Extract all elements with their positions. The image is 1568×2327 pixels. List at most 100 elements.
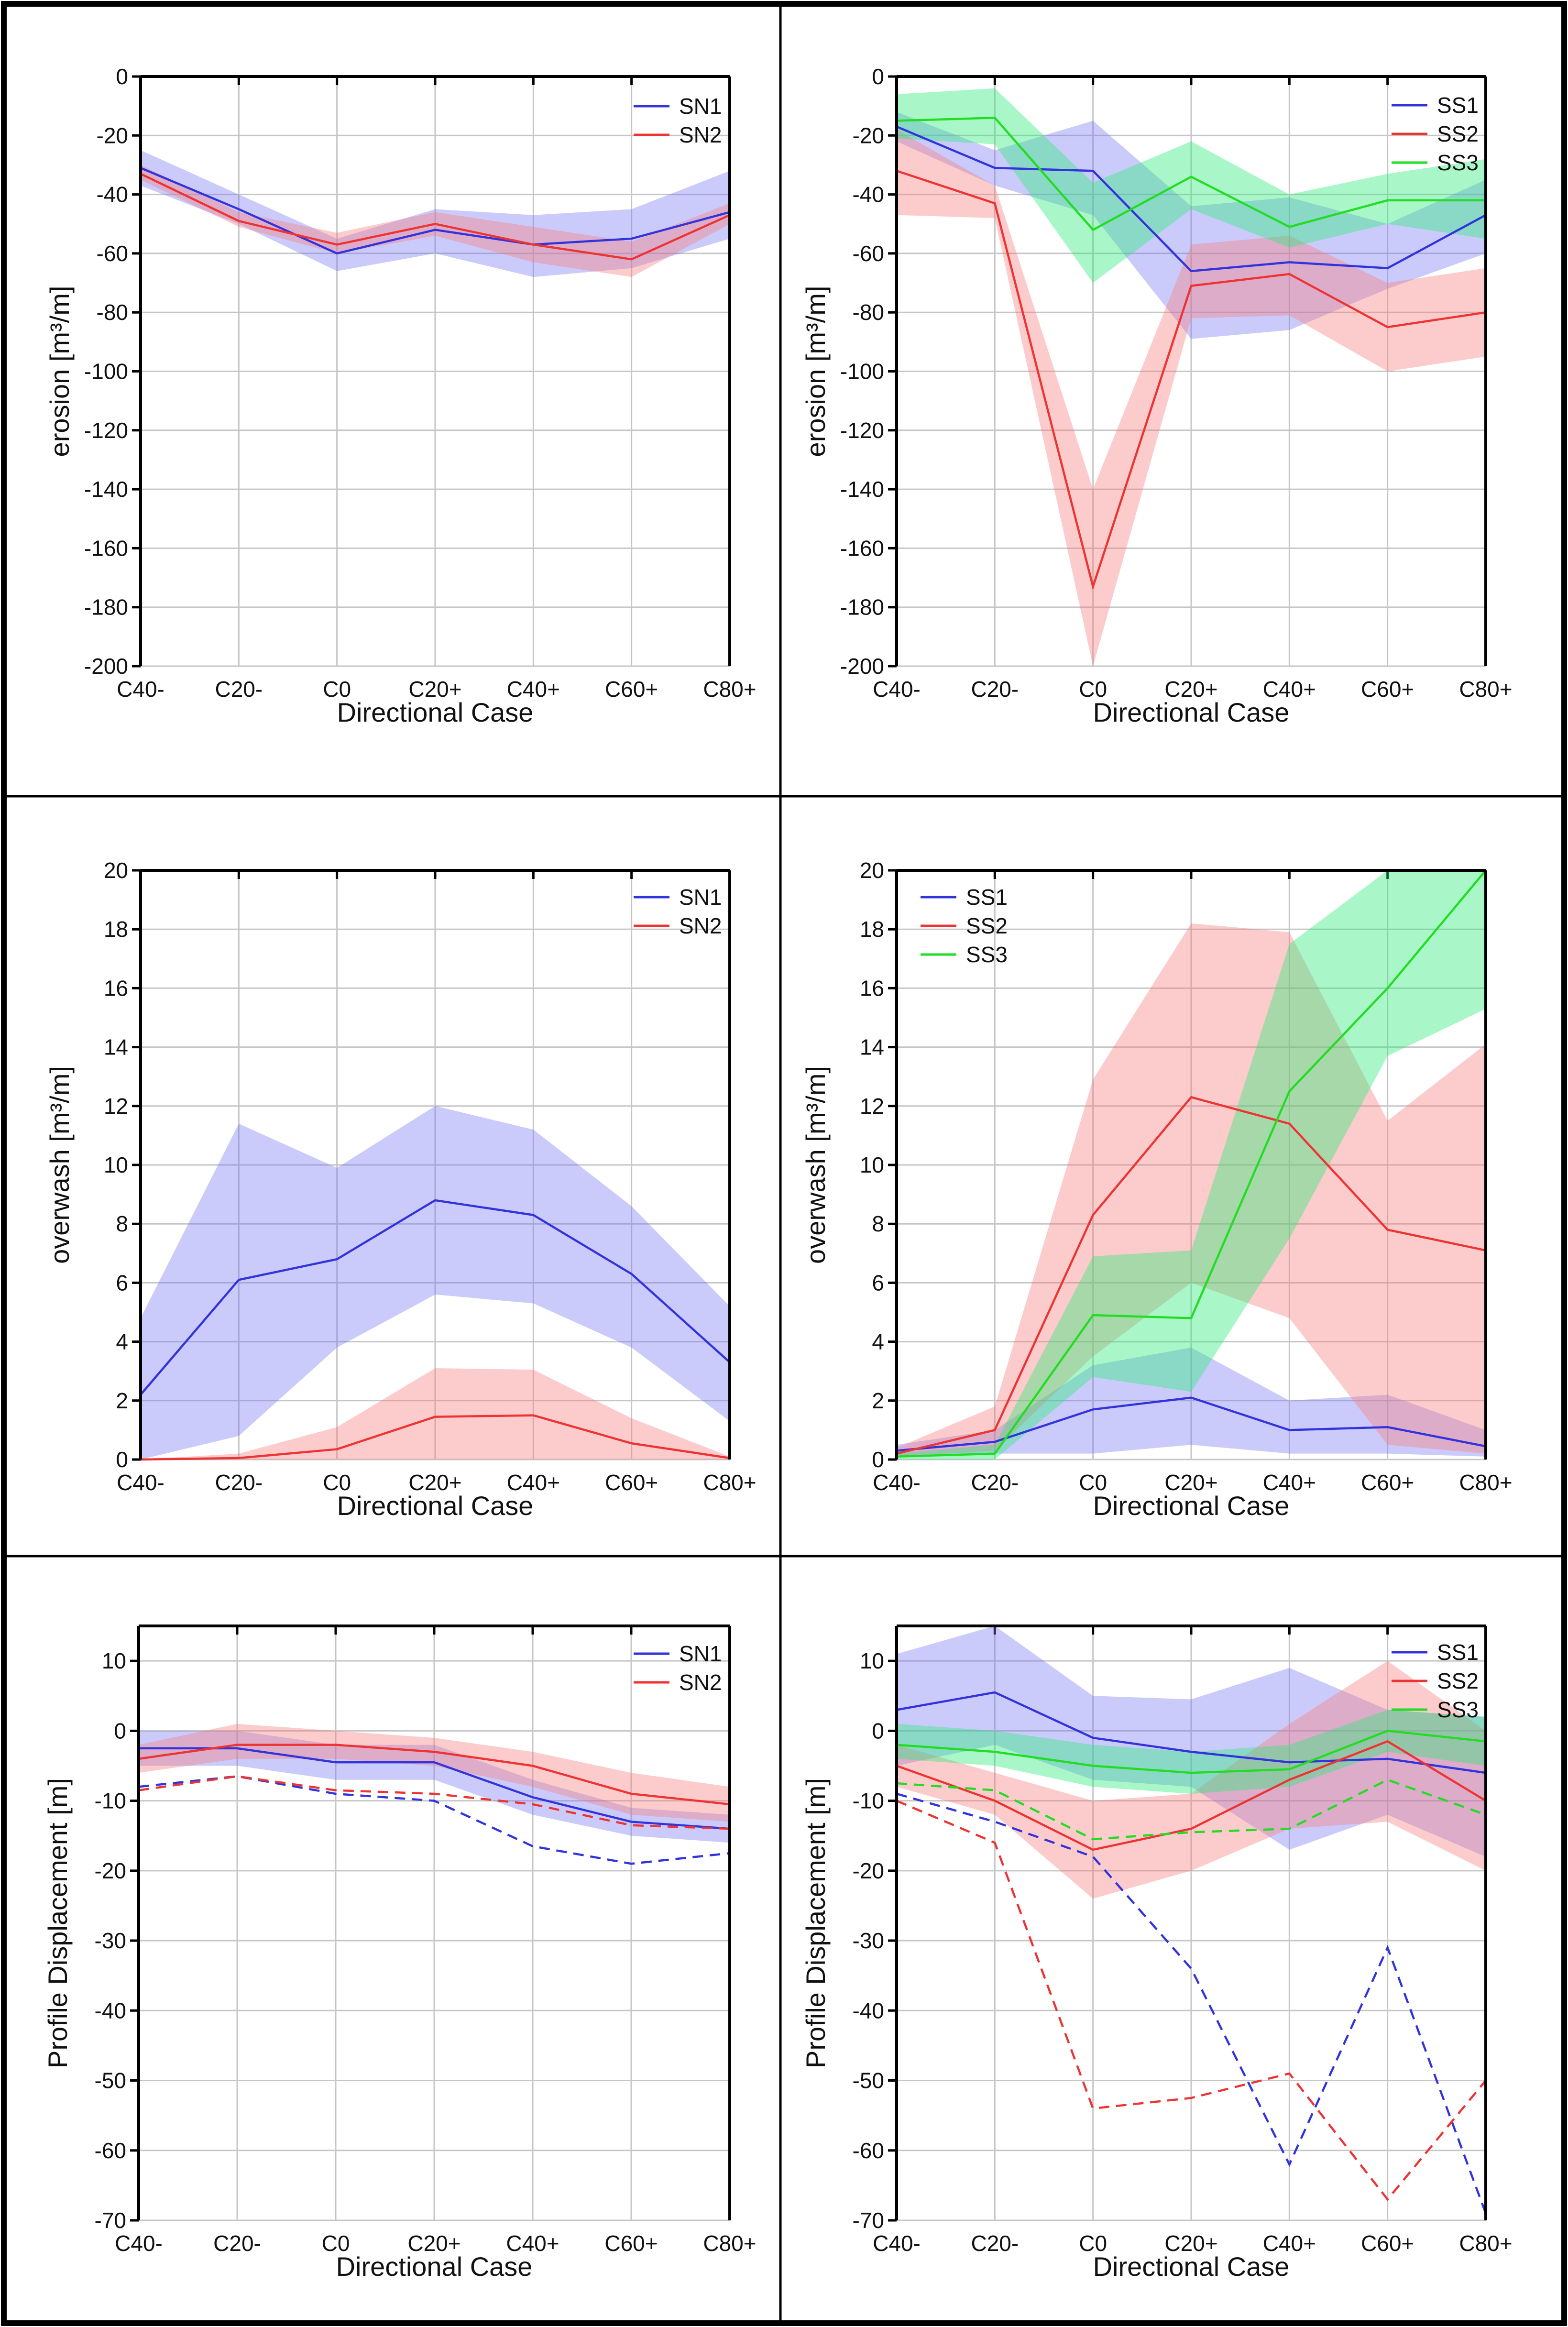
legend-label: SS3 bbox=[966, 942, 1008, 967]
y-tick-label: 14 bbox=[860, 1035, 884, 1060]
x-tick-label: C80+ bbox=[1459, 1470, 1512, 1495]
x-tick-label: C0 bbox=[1079, 1470, 1107, 1495]
y-tick-label: -100 bbox=[840, 359, 884, 384]
legend-label: SS2 bbox=[966, 913, 1008, 938]
x-tick-label: C20+ bbox=[1164, 677, 1217, 702]
y-axis-label: overwash [m³/m] bbox=[800, 1066, 831, 1264]
y-tick-label: 20 bbox=[104, 858, 128, 883]
x-tick-label: C80+ bbox=[703, 677, 756, 702]
x-tick-label: C40+ bbox=[506, 2231, 559, 2256]
band-sn1 bbox=[139, 1731, 730, 1843]
y-tick-label: -40 bbox=[853, 182, 884, 207]
x-axis-label: Directional Case bbox=[1093, 697, 1290, 727]
legend-label: SN2 bbox=[679, 1670, 722, 1695]
x-tick-label: C60+ bbox=[1361, 1470, 1414, 1495]
x-tick-label: C40- bbox=[873, 677, 921, 702]
x-tick-label: C40+ bbox=[1263, 1470, 1316, 1495]
y-axis-label: erosion [m³/m] bbox=[800, 286, 831, 457]
x-tick-label: C40- bbox=[117, 1470, 164, 1495]
y-tick-label: -120 bbox=[840, 418, 884, 443]
y-axis-label: overwash [m³/m] bbox=[44, 1066, 75, 1264]
chart-p3: 0 2 4 6 8 10 12 14 16 18 20 C40- C20- C0 C20+ C40+ C60+ C… bbox=[44, 858, 757, 1521]
x-tick-label: C20- bbox=[215, 677, 263, 702]
x-tick-label: C40+ bbox=[1263, 677, 1316, 702]
y-axis-label: Profile Displacement [m] bbox=[43, 1778, 73, 2068]
y-tick-label: -40 bbox=[95, 1998, 126, 2023]
y-tick-label: -80 bbox=[853, 300, 884, 325]
legend-label: SS2 bbox=[1437, 1668, 1479, 1693]
x-tick-label: C40+ bbox=[507, 1470, 560, 1495]
y-tick-label: -60 bbox=[95, 2138, 126, 2163]
y-tick-label: 4 bbox=[872, 1329, 884, 1354]
y-tick-label: 18 bbox=[860, 917, 884, 942]
y-tick-label: -100 bbox=[84, 359, 128, 384]
x-tick-label: C0 bbox=[1079, 677, 1107, 702]
y-tick-label: -200 bbox=[840, 654, 884, 679]
x-tick-label: C40- bbox=[117, 677, 164, 702]
y-tick-label: 12 bbox=[860, 1094, 884, 1119]
y-axis-label: erosion [m³/m] bbox=[44, 286, 75, 457]
x-tick-label: C60+ bbox=[605, 677, 658, 702]
y-tick-label: 2 bbox=[872, 1388, 884, 1413]
legend-label: SN2 bbox=[679, 913, 722, 938]
y-tick-label: -20 bbox=[853, 123, 884, 148]
x-tick-label: C80+ bbox=[1459, 2231, 1512, 2256]
y-tick-label: 8 bbox=[872, 1211, 884, 1236]
y-tick-label: -60 bbox=[853, 241, 884, 266]
y-tick-label: -140 bbox=[84, 477, 128, 502]
y-tick-label: 0 bbox=[872, 64, 884, 89]
band-sn2 bbox=[139, 1723, 730, 1822]
x-tick-label: C0 bbox=[323, 677, 351, 702]
chart-p4: 0 2 4 6 8 10 12 14 16 18 20 C40- C20- C0 C20+ C40+ C60+ C… bbox=[800, 858, 1513, 1521]
x-tick-label: C0 bbox=[323, 1470, 351, 1495]
y-axis-label: Profile Displacement [m] bbox=[800, 1778, 831, 2068]
y-tick-label: -200 bbox=[84, 654, 128, 679]
x-tick-label: C20- bbox=[971, 677, 1019, 702]
y-tick-label: 16 bbox=[104, 976, 128, 1000]
x-axis-label: Directional Case bbox=[1093, 2251, 1290, 2282]
legend-label: SS1 bbox=[1437, 1640, 1479, 1665]
y-tick-label: -40 bbox=[853, 1998, 884, 2023]
band-sn1 bbox=[141, 1106, 730, 1460]
x-tick-label: C40- bbox=[115, 2231, 163, 2256]
legend-label: SN1 bbox=[679, 94, 722, 119]
x-tick-label: C20- bbox=[213, 2231, 261, 2256]
x-tick-label: C20- bbox=[215, 1470, 263, 1495]
y-tick-label: -180 bbox=[84, 595, 128, 620]
x-tick-label: C20+ bbox=[1164, 1470, 1217, 1495]
y-tick-label: -80 bbox=[97, 300, 128, 325]
y-tick-label: -140 bbox=[840, 477, 884, 502]
y-tick-label: -160 bbox=[840, 536, 884, 560]
y-tick-label: -20 bbox=[853, 1858, 884, 1883]
y-tick-label: -10 bbox=[853, 1789, 884, 1813]
band-sn1 bbox=[141, 150, 730, 277]
x-tick-label: C20+ bbox=[1164, 2231, 1217, 2256]
y-tick-label: -50 bbox=[853, 2068, 884, 2093]
y-tick-label: 6 bbox=[872, 1270, 884, 1295]
x-tick-label: C40- bbox=[873, 1470, 921, 1495]
y-tick-label: -70 bbox=[95, 2208, 126, 2233]
legend-label: SN1 bbox=[679, 1641, 722, 1666]
y-tick-label: -70 bbox=[853, 2208, 884, 2233]
x-tick-label: C80+ bbox=[703, 2231, 756, 2256]
y-tick-label: 20 bbox=[860, 858, 884, 883]
x-tick-label: C20+ bbox=[408, 1470, 461, 1495]
band-ss3 bbox=[897, 88, 1486, 283]
band-sn2 bbox=[141, 1368, 730, 1460]
x-axis-label: Directional Case bbox=[1093, 1491, 1290, 1521]
y-tick-label: -60 bbox=[853, 2138, 884, 2163]
y-tick-label: -160 bbox=[84, 536, 128, 560]
y-tick-label: 0 bbox=[872, 1718, 884, 1743]
band-sn2 bbox=[141, 165, 730, 277]
legend-label: SN1 bbox=[679, 885, 722, 910]
x-tick-label: C60+ bbox=[604, 2231, 658, 2256]
y-tick-label: -40 bbox=[97, 182, 128, 207]
y-tick-label: 0 bbox=[872, 1447, 884, 1472]
chart-p2: 0-20-40-60-80-100-120-140-160-180-200C40… bbox=[800, 64, 1513, 727]
band-ss2 bbox=[897, 1661, 1486, 1899]
x-axis-label: Directional Case bbox=[337, 1491, 534, 1521]
x-tick-label: C20- bbox=[971, 1470, 1019, 1495]
x-tick-label: C0 bbox=[322, 2231, 350, 2256]
y-tick-label: -20 bbox=[95, 1858, 126, 1883]
